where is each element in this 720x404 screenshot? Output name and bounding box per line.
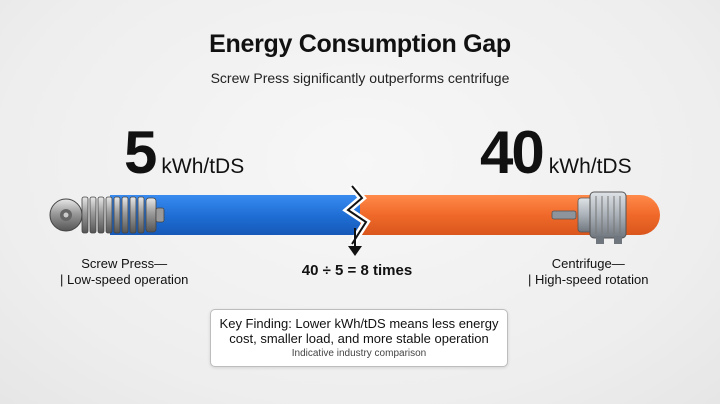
- screw-press-icon: [49, 196, 165, 234]
- screw-press-caption: Screw Press— | Low-speed operation: [60, 256, 188, 288]
- centrifuge-number: 40: [480, 119, 545, 186]
- screw-press-caption-line2: | Low-speed operation: [60, 272, 189, 287]
- energy-gap-bar: [0, 180, 720, 250]
- page-title: Energy Consumption Gap: [209, 30, 511, 58]
- break-arrow-icon: [348, 228, 362, 256]
- page-subtitle: Screw Press significantly outperforms ce…: [210, 70, 510, 86]
- centrifuge-icon: [551, 191, 627, 244]
- screw-press-value: 5 kWh/tDS: [124, 118, 244, 187]
- key-finding-text: Key Finding: Lower kWh/tDS means less en…: [219, 316, 499, 346]
- centrifuge-value: 40 kWh/tDS: [480, 118, 632, 187]
- ratio-text: 40 ÷ 5 = 8 times: [301, 262, 413, 279]
- centrifuge-caption: Centrifuge— | High-speed rotation: [528, 256, 648, 288]
- centrifuge-caption-line2: | High-speed rotation: [528, 272, 649, 287]
- key-finding-box: Key Finding: Lower kWh/tDS means less en…: [210, 309, 508, 367]
- centrifuge-unit: kWh/tDS: [548, 155, 632, 178]
- screw-press-unit: kWh/tDS: [161, 155, 245, 178]
- screw-press-number: 5: [124, 119, 157, 186]
- screw-press-caption-line1: Screw Press—: [81, 256, 168, 271]
- key-finding-note: Indicative industry comparison: [291, 348, 427, 359]
- centrifuge-caption-line1: Centrifuge—: [551, 256, 625, 271]
